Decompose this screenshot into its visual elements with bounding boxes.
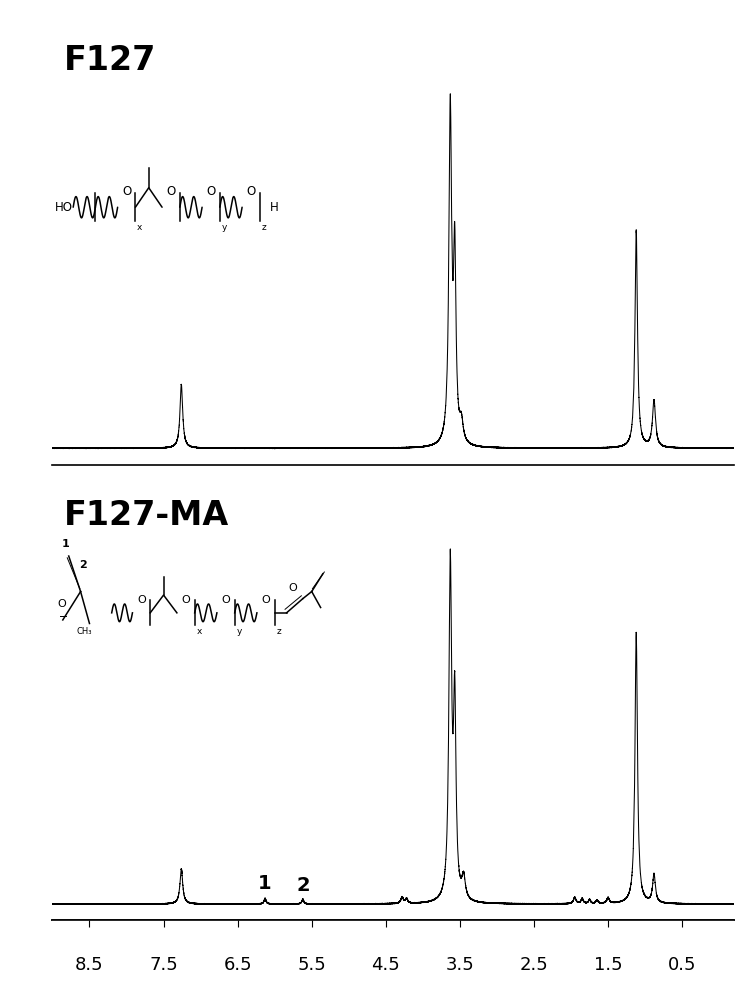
Text: y: y [222,223,227,232]
Text: z: z [277,627,282,636]
Text: O: O [206,185,216,198]
Text: 1: 1 [62,539,70,549]
Text: x: x [137,223,142,232]
Text: O: O [57,599,66,609]
Text: z: z [262,223,267,232]
Text: O: O [166,185,175,198]
Text: HO: HO [55,201,73,214]
Text: O: O [246,185,255,198]
Text: O: O [137,595,146,605]
Text: x: x [196,627,201,636]
Text: H: H [270,201,278,214]
Text: 2: 2 [79,560,87,570]
Text: F127: F127 [64,44,156,77]
Text: O: O [261,595,270,605]
Text: O: O [222,595,230,605]
Text: F127-MA: F127-MA [64,499,228,532]
Text: O: O [181,595,190,605]
Text: 1: 1 [258,874,272,893]
Text: O: O [289,583,297,593]
Text: 2: 2 [296,876,309,895]
Text: y: y [237,627,242,636]
Text: O: O [122,185,131,198]
Text: CH₃: CH₃ [77,627,92,636]
